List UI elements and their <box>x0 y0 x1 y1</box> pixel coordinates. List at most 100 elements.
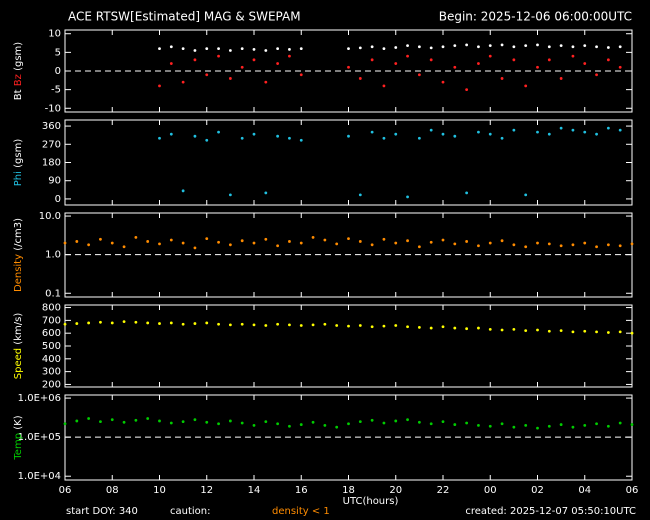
data-point <box>264 420 268 424</box>
data-point <box>547 424 551 428</box>
data-point <box>382 136 386 140</box>
data-point <box>571 54 575 58</box>
data-point <box>358 46 362 50</box>
y-tick-label: -5 <box>51 85 61 96</box>
data-point <box>323 238 327 242</box>
data-point <box>205 73 209 77</box>
data-point <box>429 58 433 62</box>
footer-created: created: 2025-12-07 05:50:10UTC <box>465 506 636 517</box>
data-point <box>299 241 303 245</box>
data-point <box>217 240 220 244</box>
data-point <box>193 418 197 422</box>
data-point <box>536 241 539 245</box>
data-point <box>547 58 551 62</box>
data-point <box>417 45 421 49</box>
data-point <box>406 54 409 58</box>
data-point <box>252 323 256 327</box>
data-point <box>583 130 587 134</box>
data-point <box>299 324 303 327</box>
y-tick-label: 800 <box>42 303 61 314</box>
data-point <box>99 420 102 424</box>
data-point <box>228 419 232 423</box>
data-point <box>276 47 280 51</box>
data-point <box>252 423 256 427</box>
data-point <box>606 424 610 428</box>
data-point <box>335 425 339 429</box>
data-point <box>99 320 102 324</box>
data-point <box>536 328 539 332</box>
chart-title: ACE RTSW[Estimated] MAG & SWEPAM <box>68 10 301 24</box>
data-point <box>75 322 79 325</box>
data-point <box>453 326 457 330</box>
data-point <box>311 235 315 239</box>
data-point <box>453 134 457 138</box>
data-point <box>571 330 575 334</box>
data-point <box>181 80 185 84</box>
data-point <box>524 423 528 427</box>
data-point <box>595 422 598 426</box>
data-point <box>394 62 398 65</box>
data-point <box>618 45 622 49</box>
data-point <box>441 325 445 329</box>
y-tick-label: 1.0 <box>45 250 61 261</box>
data-point <box>536 43 539 47</box>
data-point <box>512 58 516 62</box>
data-point <box>110 321 114 325</box>
x-tick-label: 22 <box>437 485 450 496</box>
data-point <box>477 326 480 330</box>
data-point <box>441 132 445 136</box>
data-point <box>75 419 79 423</box>
x-tick-label: 12 <box>200 485 213 496</box>
data-point <box>370 418 374 422</box>
data-point <box>146 321 150 325</box>
data-point <box>406 239 409 243</box>
data-point <box>559 77 563 80</box>
data-point <box>429 422 433 426</box>
y-tick-label: 180 <box>42 158 61 169</box>
data-point <box>347 47 350 51</box>
data-point <box>606 243 610 247</box>
data-point <box>536 130 539 134</box>
data-point <box>524 329 528 333</box>
data-point <box>228 323 232 327</box>
data-point <box>488 424 492 428</box>
footer-start: start DOY: 340 <box>66 506 138 517</box>
data-point <box>228 193 232 197</box>
data-point <box>276 244 280 248</box>
data-point <box>276 422 280 426</box>
y-tick-label: 360 <box>42 121 61 132</box>
data-point <box>347 134 350 138</box>
x-tick-label: 18 <box>342 485 355 496</box>
data-point <box>205 321 209 325</box>
data-point <box>547 242 551 246</box>
data-point <box>524 44 528 48</box>
data-point <box>358 420 362 424</box>
data-point <box>406 418 409 422</box>
y-tick-label: 1.0E+05 <box>18 432 61 443</box>
data-point <box>158 136 161 140</box>
data-point <box>488 132 492 136</box>
data-point <box>110 418 114 422</box>
x-tick-label: 02 <box>531 485 544 496</box>
data-point <box>370 45 374 49</box>
data-point <box>488 327 492 331</box>
data-point <box>122 320 126 324</box>
data-point <box>441 420 445 424</box>
data-point <box>394 419 398 423</box>
data-point <box>240 65 244 69</box>
data-point <box>394 241 398 245</box>
data-point <box>311 323 315 327</box>
data-point <box>618 128 622 132</box>
data-point <box>382 324 386 328</box>
data-point <box>370 58 374 62</box>
x-tick-label: 06 <box>59 485 72 496</box>
y-tick-label: 600 <box>42 328 61 339</box>
data-point <box>240 322 244 326</box>
data-point <box>429 46 433 50</box>
data-point <box>500 77 504 80</box>
data-point <box>488 44 492 48</box>
data-point <box>240 421 244 425</box>
data-point <box>583 44 587 48</box>
data-point <box>477 45 480 49</box>
data-point <box>87 321 91 325</box>
